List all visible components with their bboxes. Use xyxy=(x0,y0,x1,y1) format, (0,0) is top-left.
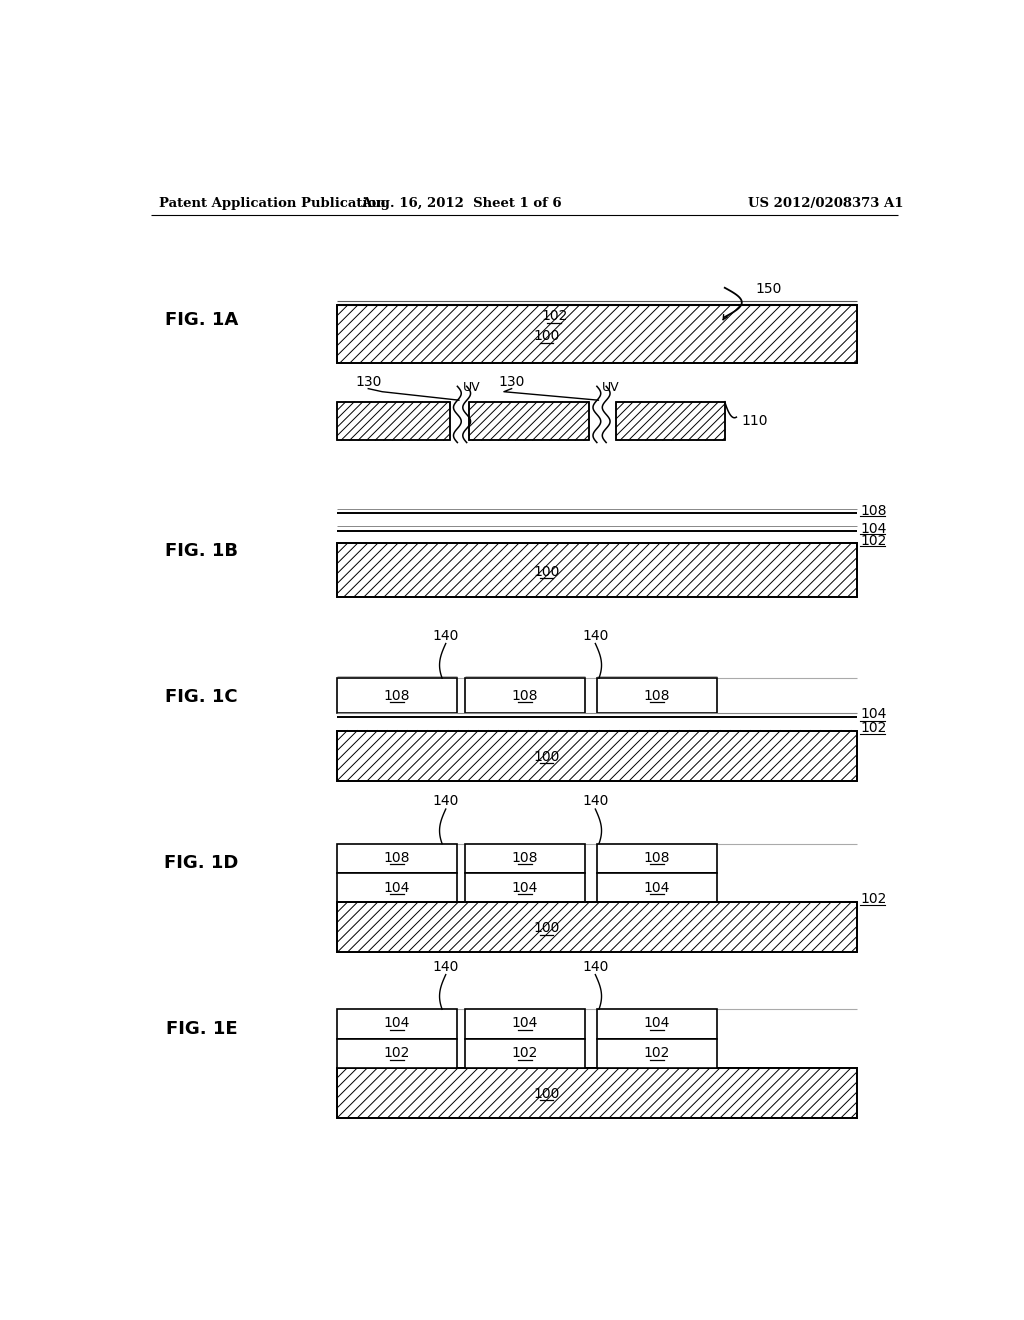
Text: FIG. 1A: FIG. 1A xyxy=(165,312,239,329)
Bar xyxy=(465,1010,586,1039)
Text: 108: 108 xyxy=(384,850,411,865)
Text: 108: 108 xyxy=(512,689,538,702)
Text: 140: 140 xyxy=(432,960,459,974)
Text: UV: UV xyxy=(602,381,620,395)
Text: 108: 108 xyxy=(643,850,670,865)
Text: 140: 140 xyxy=(582,628,608,643)
Text: 104: 104 xyxy=(643,1016,670,1030)
Text: UV: UV xyxy=(463,381,480,395)
Bar xyxy=(597,873,717,903)
Text: 100: 100 xyxy=(534,921,560,936)
Bar xyxy=(616,401,725,441)
Text: 130: 130 xyxy=(499,375,525,389)
Bar xyxy=(337,678,458,713)
Text: 102: 102 xyxy=(860,535,887,548)
Text: Aug. 16, 2012  Sheet 1 of 6: Aug. 16, 2012 Sheet 1 of 6 xyxy=(360,197,561,210)
Text: 104: 104 xyxy=(384,880,411,895)
Bar xyxy=(337,305,856,363)
Text: 130: 130 xyxy=(355,375,381,389)
Text: 100: 100 xyxy=(534,750,560,764)
Text: 102: 102 xyxy=(541,309,567,323)
Text: 102: 102 xyxy=(860,721,887,735)
Text: Patent Application Publication: Patent Application Publication xyxy=(159,197,386,210)
Bar xyxy=(337,903,856,952)
Bar xyxy=(465,1039,586,1068)
Text: 140: 140 xyxy=(582,960,608,974)
Bar xyxy=(597,1039,717,1068)
Text: FIG. 1D: FIG. 1D xyxy=(165,854,239,873)
Bar xyxy=(597,843,717,873)
Bar xyxy=(469,401,589,441)
Bar xyxy=(337,730,856,780)
Bar xyxy=(465,678,586,713)
Text: 108: 108 xyxy=(384,689,411,702)
Text: 150: 150 xyxy=(756,282,782,296)
Text: 102: 102 xyxy=(643,1047,670,1060)
Bar xyxy=(469,401,589,441)
Text: 108: 108 xyxy=(512,850,538,865)
Bar xyxy=(337,1068,856,1118)
Text: 100: 100 xyxy=(534,1086,560,1101)
Bar xyxy=(337,401,450,441)
Text: 140: 140 xyxy=(432,795,459,808)
Text: 140: 140 xyxy=(432,628,459,643)
Bar xyxy=(337,873,458,903)
Text: US 2012/0208373 A1: US 2012/0208373 A1 xyxy=(748,197,903,210)
Text: 100: 100 xyxy=(534,565,560,579)
Bar xyxy=(616,401,725,441)
Text: 104: 104 xyxy=(860,521,887,536)
Text: FIG. 1E: FIG. 1E xyxy=(166,1019,238,1038)
Text: FIG. 1B: FIG. 1B xyxy=(165,543,239,560)
Text: 108: 108 xyxy=(643,689,670,702)
Text: 100: 100 xyxy=(534,329,560,343)
Bar xyxy=(337,843,458,873)
Bar xyxy=(465,843,586,873)
Text: 104: 104 xyxy=(643,880,670,895)
Text: 104: 104 xyxy=(860,708,887,721)
Bar xyxy=(337,544,856,597)
Text: 102: 102 xyxy=(384,1047,411,1060)
Bar xyxy=(597,678,717,713)
Bar xyxy=(337,903,856,952)
Text: 102: 102 xyxy=(860,892,887,906)
Text: FIG. 1C: FIG. 1C xyxy=(165,689,238,706)
Bar xyxy=(337,401,450,441)
Text: 140: 140 xyxy=(582,795,608,808)
Text: 104: 104 xyxy=(512,880,538,895)
Text: 110: 110 xyxy=(741,414,768,428)
Bar xyxy=(337,544,856,597)
Text: 104: 104 xyxy=(384,1016,411,1030)
Text: 104: 104 xyxy=(512,1016,538,1030)
Bar xyxy=(337,1010,458,1039)
Text: 102: 102 xyxy=(512,1047,538,1060)
Bar xyxy=(597,1010,717,1039)
Bar xyxy=(337,1039,458,1068)
Text: 108: 108 xyxy=(860,504,887,517)
Bar xyxy=(337,1068,856,1118)
Bar xyxy=(337,730,856,780)
Bar xyxy=(337,305,856,363)
Bar xyxy=(465,873,586,903)
